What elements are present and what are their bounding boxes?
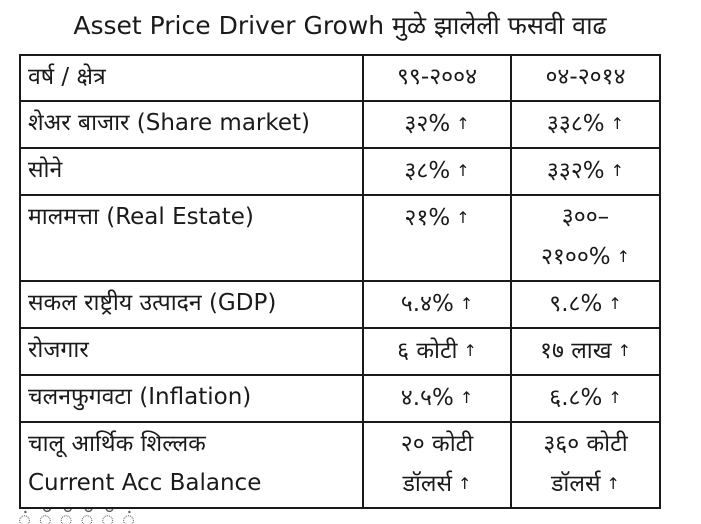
up-arrow-icon: ↑: [610, 114, 625, 133]
row-label: मालमत्ता (Real Estate): [19, 194, 364, 282]
row-value-period-2: १७ लाख ↑: [510, 327, 661, 376]
up-arrow-icon: ↑: [608, 388, 622, 407]
row-label: चालू आर्थिक शिल्लक Current Acc Balance: [19, 421, 364, 509]
row-value-period-1: ६ कोटी ↑: [362, 327, 512, 376]
table-row-employment: रोजगार ६ कोटी ↑ १७ लाख ↑: [19, 327, 661, 376]
table-row-gold: सोने ३८% ↑ ३३२% ↑: [19, 147, 661, 196]
row-label: चलनफुगवटा (Inflation): [19, 374, 364, 423]
table-row-real-estate: मालमत्ता (Real Estate) २१% ↑ ३००– २१००% ↑: [19, 194, 661, 282]
row-value-period-1: २० कोटी डॉलर्स ↑: [362, 421, 512, 509]
up-arrow-icon: ↑: [616, 247, 631, 266]
row-value-period-1: ३२% ↑: [362, 100, 512, 149]
row-value-period-2: ९.८% ↑: [510, 280, 661, 329]
row-value-period-1: ४.५% ↑: [362, 374, 512, 423]
table-row-gdp: सकल राष्ट्रीय उत्पादन (GDP) ५.४% ↑ ९.८% ↑: [19, 280, 661, 329]
table-row-current-account-balance: चालू आर्थिक शिल्लक Current Acc Balance २…: [19, 421, 661, 509]
page-title: Asset Price Driver Growh मुळे झालेली फसव…: [73, 11, 607, 40]
up-arrow-icon: ↑: [458, 474, 472, 493]
row-value-period-1: ३८% ↑: [362, 147, 512, 196]
up-arrow-icon: ↑: [617, 341, 631, 360]
table-header-row: वर्ष / क्षेत्र ९९-२००४ ०४-२०१४: [19, 54, 661, 102]
row-label: सोने: [19, 147, 364, 196]
header-period-1: ९९-२००४: [362, 54, 512, 102]
row-label: शेअर बाजार (Share market): [19, 100, 364, 149]
up-arrow-icon: ↑: [606, 474, 620, 493]
row-value-period-1: २१% ↑: [362, 194, 512, 282]
row-value-period-2: ६.८% ↑: [510, 374, 661, 423]
up-arrow-icon: ↑: [459, 294, 474, 313]
row-value-period-2: ३३८% ↑: [510, 100, 661, 149]
growth-table: वर्ष / क्षेत्र ९९-२००४ ०४-२०१४ शेअर बाजा…: [19, 54, 661, 509]
row-value-period-2: ३३२% ↑: [510, 147, 661, 196]
header-label: वर्ष / क्षेत्र: [19, 54, 364, 102]
up-arrow-icon: ↑: [608, 294, 622, 313]
up-arrow-icon: ↑: [610, 161, 625, 180]
table-row-share-market: शेअर बाजार (Share market) ३२% ↑ ३३८% ↑: [19, 100, 661, 149]
up-arrow-icon: ↑: [456, 114, 470, 133]
up-arrow-icon: ↑: [456, 161, 470, 180]
header-period-2: ०४-२०१४: [510, 54, 661, 102]
row-label: रोजगार: [19, 327, 364, 376]
up-arrow-icon: ↑: [463, 341, 477, 360]
table-row-inflation: चलनफुगवटा (Inflation) ४.५% ↑ ६.८% ↑: [19, 374, 661, 423]
cut-off-text-line: ं ँ ँ ँ ँ ं: [18, 508, 138, 524]
row-value-period-2: ३६० कोटी डॉलर्स ↑: [510, 421, 661, 509]
row-label: सकल राष्ट्रीय उत्पादन (GDP): [19, 280, 364, 329]
up-arrow-icon: ↑: [456, 208, 470, 227]
row-value-period-1: ५.४% ↑: [362, 280, 512, 329]
row-value-period-2: ३००– २१००% ↑: [510, 194, 661, 282]
up-arrow-icon: ↑: [459, 388, 474, 407]
